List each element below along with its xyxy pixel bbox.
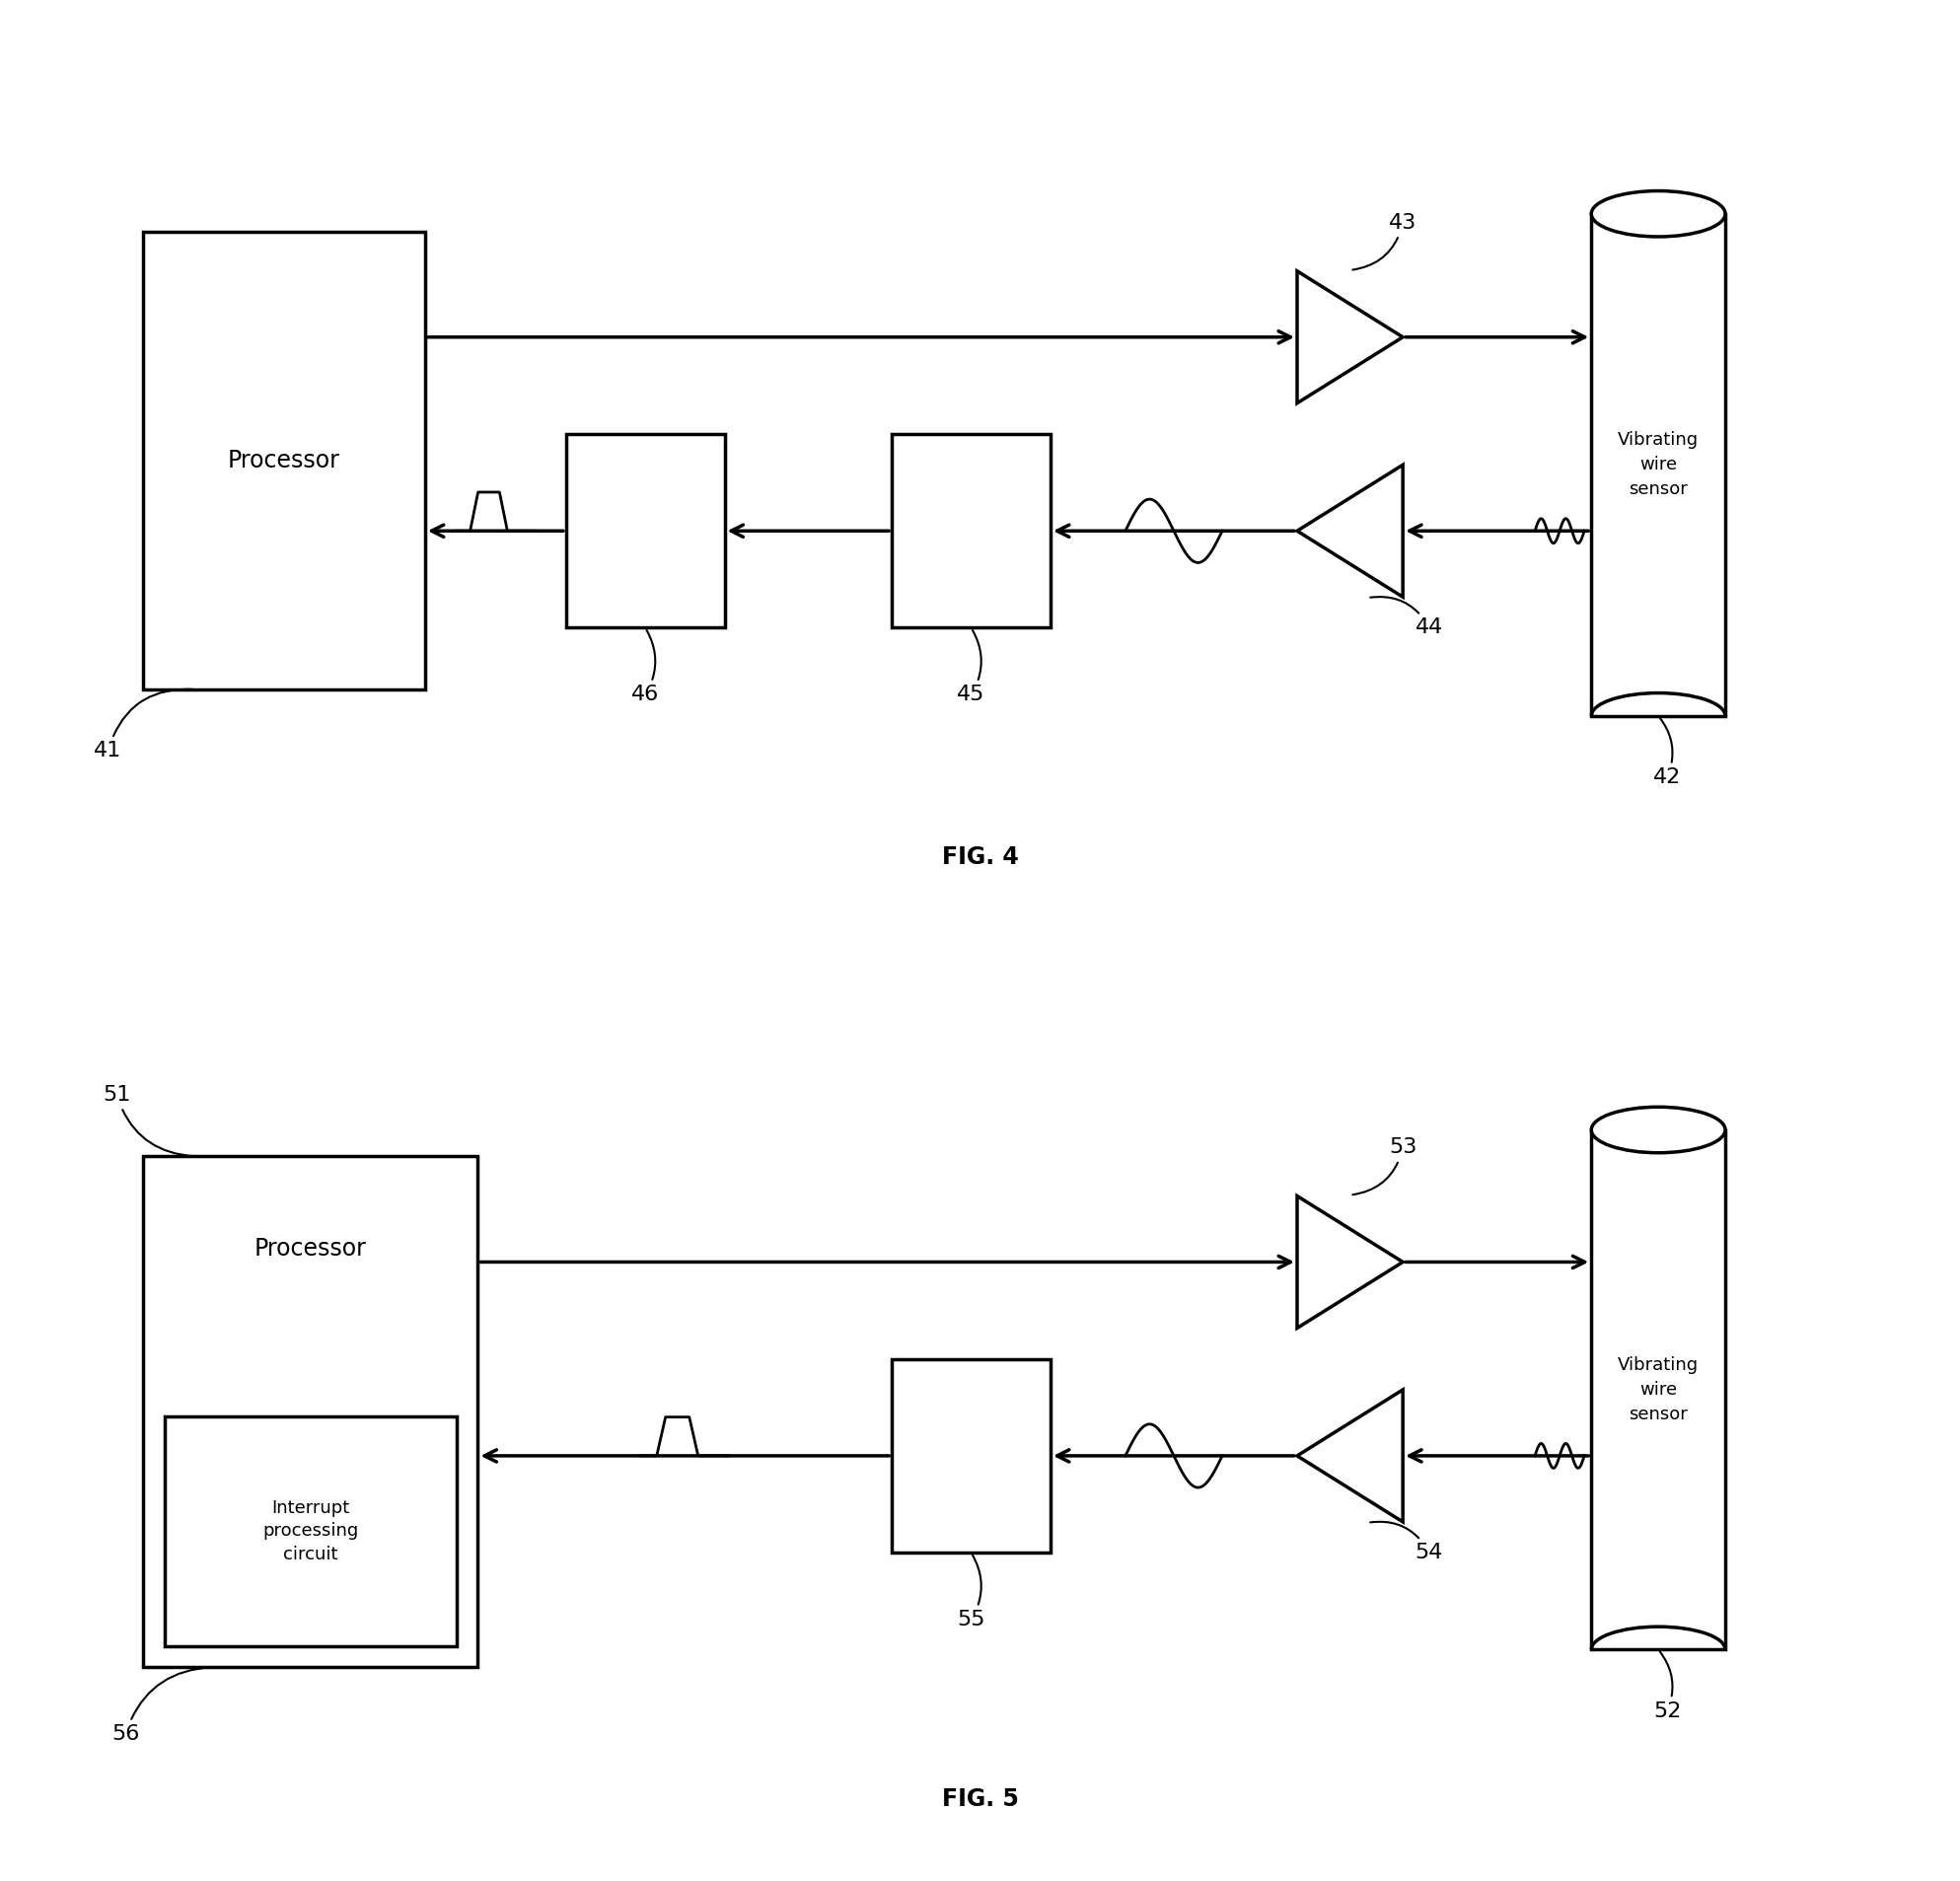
Ellipse shape (1592, 1108, 1725, 1153)
Text: 52: 52 (1652, 1652, 1682, 1721)
Text: 53: 53 (1352, 1138, 1417, 1194)
Polygon shape (1298, 465, 1403, 596)
Text: FIG. 5: FIG. 5 (941, 1787, 1019, 1811)
Text: 55: 55 (956, 1556, 986, 1629)
Text: Vibrating
wire
sensor: Vibrating wire sensor (1617, 1356, 1699, 1424)
Bar (1592, 214, 1725, 717)
Text: 41: 41 (94, 688, 194, 762)
Bar (165, 1416, 457, 1646)
Text: 42: 42 (1652, 719, 1682, 788)
Polygon shape (1298, 1196, 1403, 1328)
Ellipse shape (1592, 190, 1725, 237)
Text: 46: 46 (631, 630, 659, 705)
Text: FIG. 4: FIG. 4 (941, 845, 1019, 869)
Text: 45: 45 (956, 630, 986, 705)
Polygon shape (1298, 271, 1403, 403)
Bar (1592, 1130, 1725, 1650)
Text: 51: 51 (102, 1085, 194, 1157)
Bar (892, 1358, 1051, 1552)
Text: Interrupt
processing
circuit: Interrupt processing circuit (263, 1499, 359, 1563)
Text: 54: 54 (1370, 1522, 1443, 1563)
Text: 43: 43 (1352, 213, 1417, 269)
Polygon shape (1298, 1390, 1403, 1522)
Bar (143, 1157, 478, 1667)
Text: 56: 56 (112, 1667, 212, 1744)
Text: Processor: Processor (255, 1236, 367, 1260)
Text: 44: 44 (1370, 596, 1443, 638)
Bar (892, 435, 1051, 628)
Bar (143, 231, 425, 690)
Text: Processor: Processor (227, 448, 341, 472)
Text: Vibrating
wire
sensor: Vibrating wire sensor (1617, 431, 1699, 498)
Bar (566, 435, 725, 628)
